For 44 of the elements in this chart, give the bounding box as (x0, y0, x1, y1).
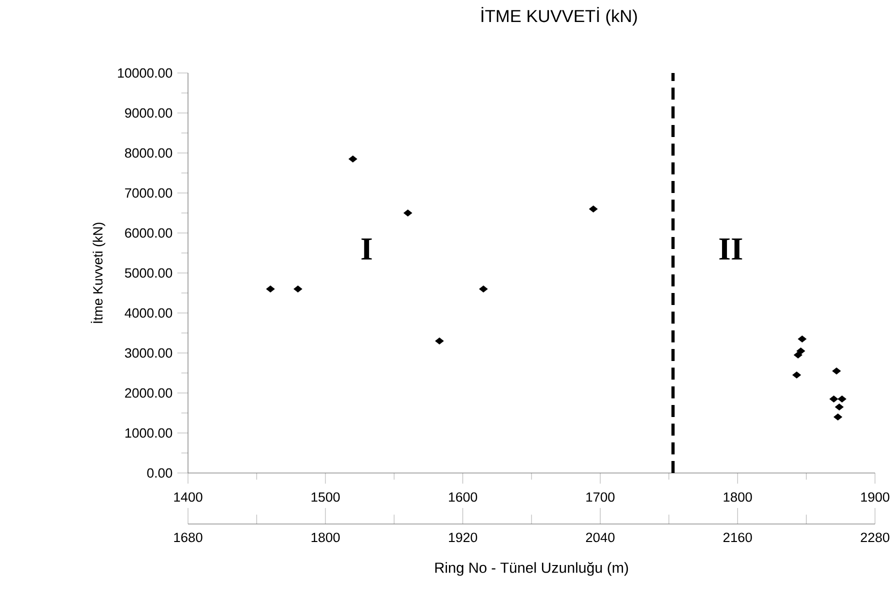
x2-tick-label: 1800 (312, 532, 340, 542)
x2-tick-label: 2160 (723, 532, 752, 542)
annotation: II (719, 238, 742, 260)
x2-tick-label: 1920 (449, 532, 478, 542)
x2-tick-label: 2280 (860, 532, 890, 542)
x-tick-label: 1900 (861, 492, 890, 502)
point (348, 156, 358, 162)
y-tick-label: 5000.00 (124, 268, 172, 278)
x-axis-title: Ring No - Tünel Uzunluğu (m) (435, 562, 628, 576)
y-tick-label: 7000.00 (125, 188, 172, 198)
y-tick-label: 2000.00 (125, 388, 172, 398)
x2-tick-label: 1680 (174, 532, 202, 542)
point (796, 348, 806, 354)
point (435, 338, 444, 344)
x-tick-label: 1400 (174, 492, 202, 502)
chart-title: İTME KUVVETİ (kN) (482, 6, 637, 26)
point (794, 352, 802, 358)
y-tick-label: 8000.00 (125, 148, 172, 158)
y-tick-label: 6000.00 (125, 228, 172, 238)
y-tick-label: 0.00 (147, 468, 172, 478)
y-axis-title: İtme Kuvveti (kN) (90, 222, 106, 323)
annotation: I (361, 238, 372, 260)
point (294, 286, 302, 292)
y-tick-label: 3000.00 (124, 348, 172, 358)
y-tick-label: 1000.00 (125, 428, 172, 438)
point (404, 210, 412, 216)
y-tick-label: 10000.00 (118, 68, 172, 78)
point (479, 286, 488, 292)
point (798, 336, 806, 342)
point (792, 372, 801, 378)
point (832, 368, 841, 374)
point (589, 206, 598, 212)
x-tick-label: 1600 (448, 492, 478, 502)
y-tick-label: 9000.00 (125, 108, 172, 118)
x-tick-label: 1700 (586, 492, 615, 502)
x-tick-label: 1800 (724, 492, 752, 502)
point (834, 414, 842, 420)
point (838, 396, 846, 402)
point (266, 286, 275, 292)
point (830, 396, 838, 402)
x2-tick-label: 2040 (586, 532, 615, 542)
point (835, 404, 844, 410)
y-tick-label: 4000.00 (124, 308, 172, 318)
x-tick-label: 1500 (312, 492, 340, 502)
